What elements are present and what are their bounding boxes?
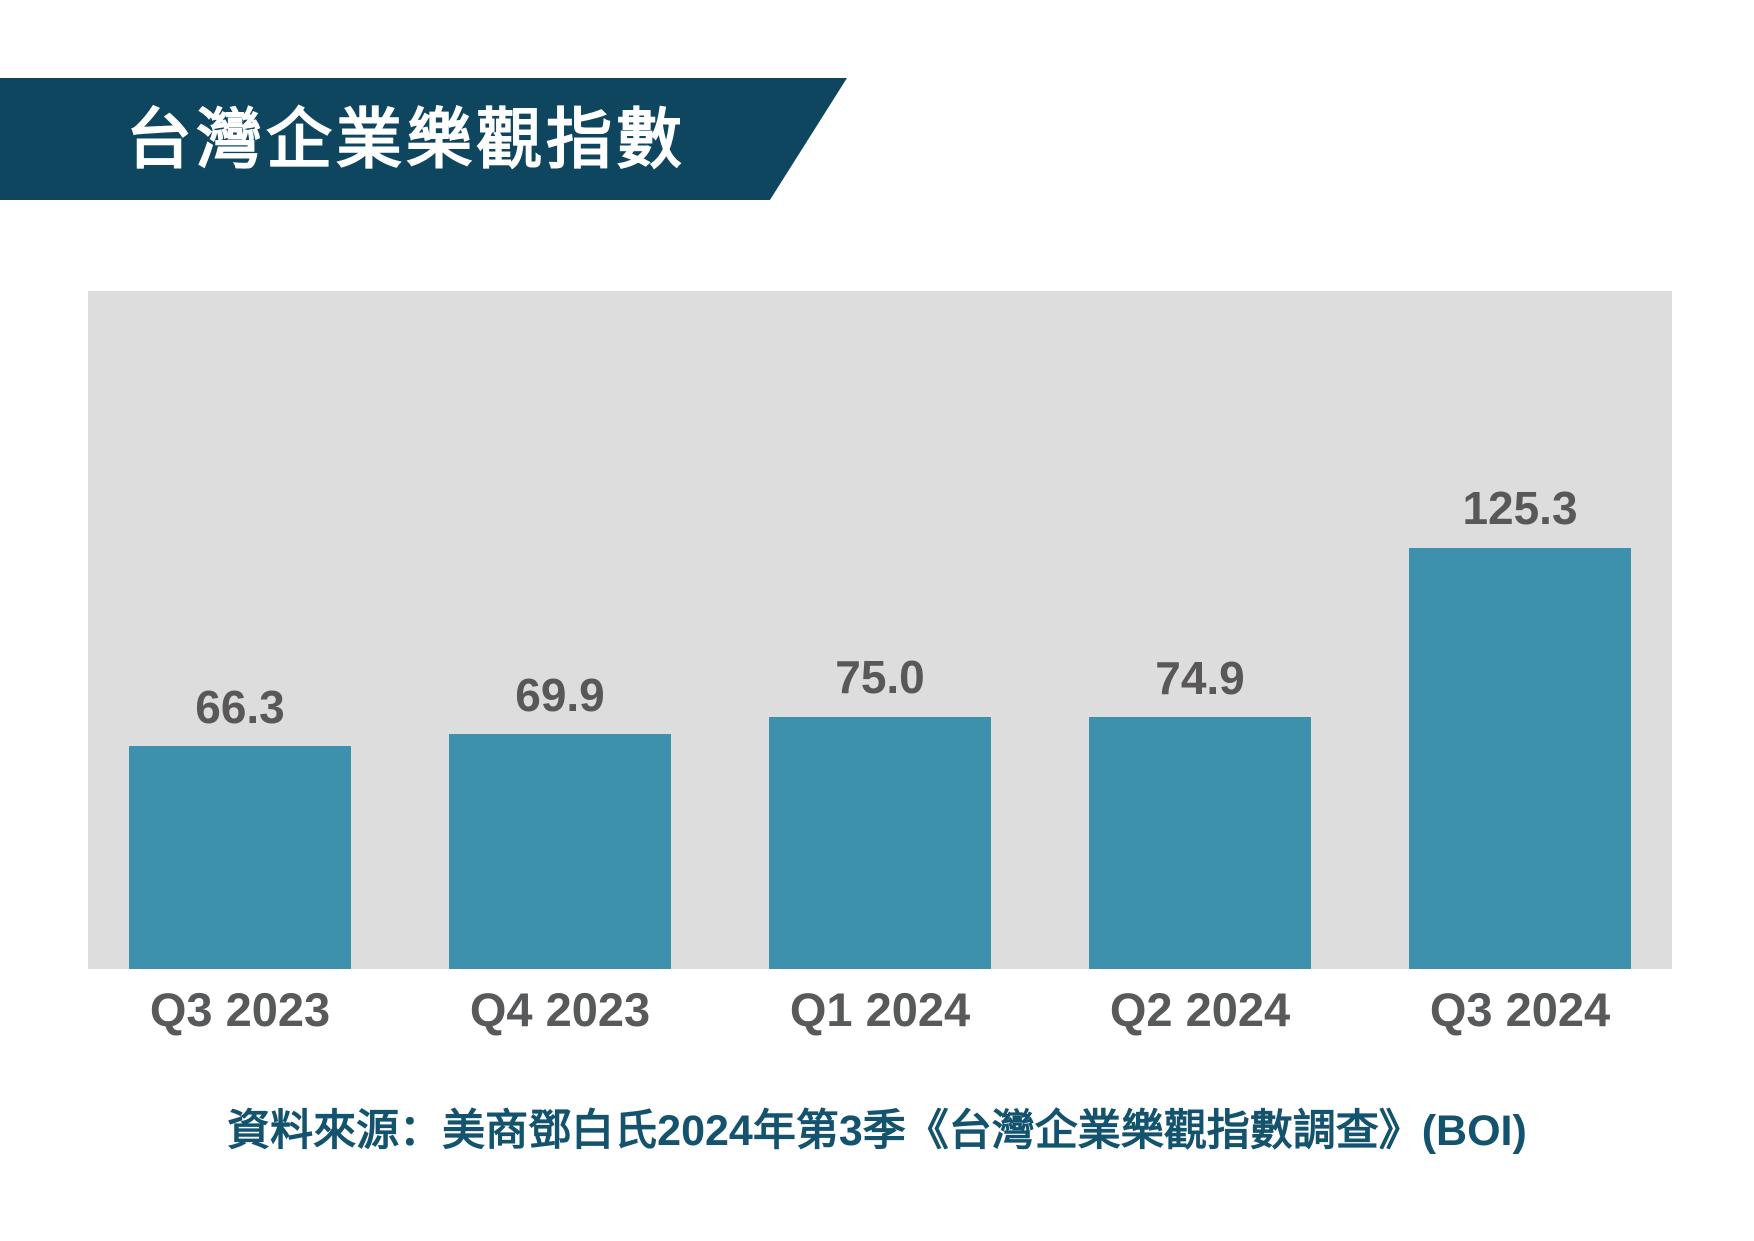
x-axis-label-q2-2024: Q2 2024 <box>1109 983 1291 1036</box>
x-axis-label-q3-2024: Q3 2024 <box>1429 983 1611 1036</box>
x-axis-label-q3-2023: Q3 2023 <box>149 983 331 1036</box>
x-axis-label-q4-2023: Q4 2023 <box>469 983 651 1036</box>
plot-area: 66.3 69.9 75.0 74.9 125.3 <box>88 291 1672 969</box>
chart-title: 台灣企業樂觀指數 <box>126 102 686 176</box>
bar-q1-2024 <box>769 717 991 969</box>
title-banner: 台灣企業樂觀指數 <box>0 78 847 200</box>
bar-value-label: 69.9 <box>515 668 605 721</box>
x-axis-row: Q3 2023 Q4 2023 Q1 2024 Q2 2024 Q3 2024 <box>88 982 1672 1037</box>
bar-q2-2024 <box>1089 717 1311 969</box>
bar-group-q3-2023: 66.3 <box>129 682 351 969</box>
bar-value-label: 125.3 <box>1462 482 1578 535</box>
bar-value-label: 74.9 <box>1155 651 1245 704</box>
x-axis-label-q1-2024: Q1 2024 <box>789 983 971 1036</box>
bar-row: 66.3 69.9 75.0 74.9 125.3 <box>88 291 1672 969</box>
bar-value-label: 75.0 <box>835 651 925 704</box>
bar-group-q2-2024: 74.9 <box>1089 653 1311 969</box>
bar-q3-2023 <box>129 746 351 969</box>
bar-q3-2024 <box>1409 548 1631 969</box>
bar-group-q3-2024: 125.3 <box>1409 483 1631 969</box>
bar-value-label: 66.3 <box>195 680 285 733</box>
bar-q4-2023 <box>449 734 671 969</box>
source-note: 資料來源：美商鄧白氏2024年第3季《台灣企業樂觀指數調查》(BOI) <box>227 1107 1527 1155</box>
bar-group-q4-2023: 69.9 <box>449 668 671 969</box>
bar-group-q1-2024: 75.0 <box>769 652 991 969</box>
